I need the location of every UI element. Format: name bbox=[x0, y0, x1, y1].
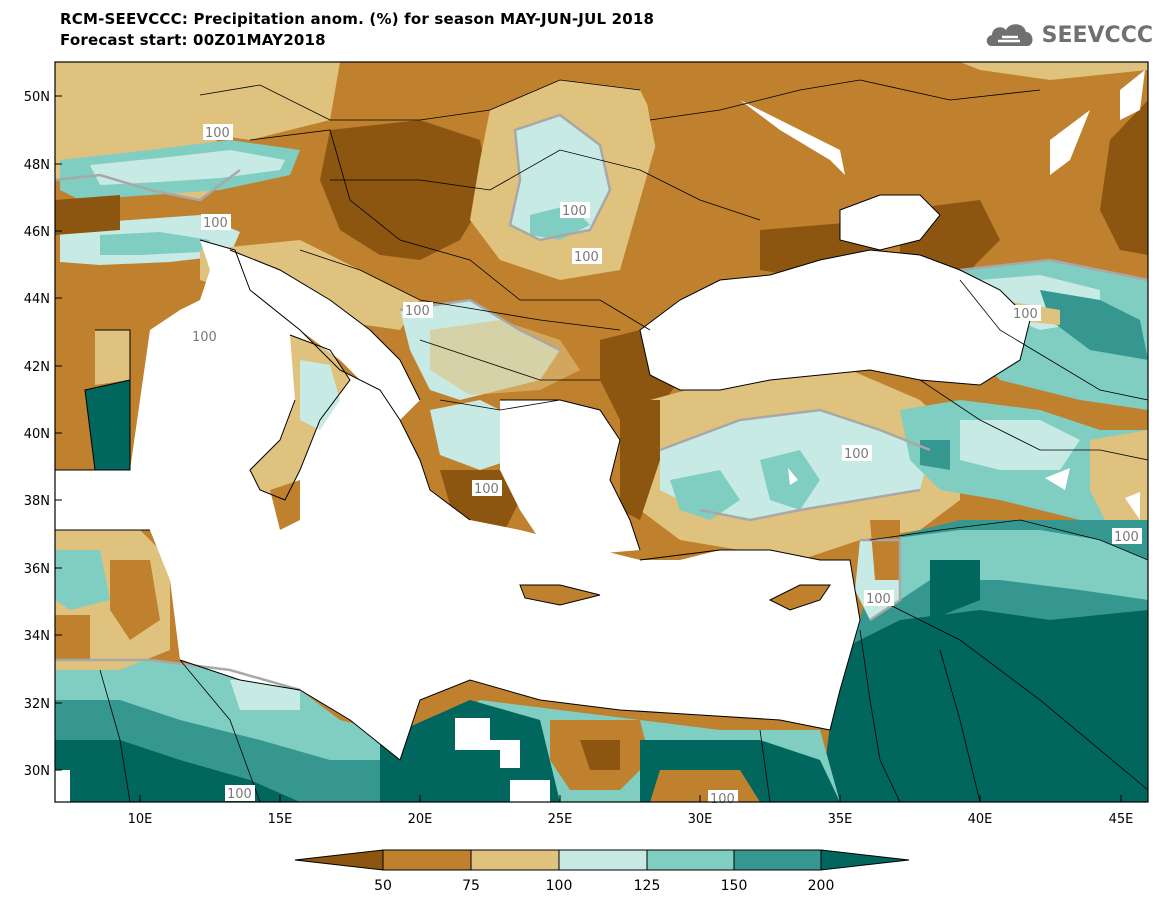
lon-tick-label: 30E bbox=[688, 812, 713, 827]
legend-label: 50 bbox=[374, 878, 392, 894]
legend-swatch bbox=[733, 849, 822, 871]
map-frame bbox=[54, 61, 1149, 803]
lat-tick-label: 34N bbox=[24, 629, 50, 644]
lon-axis bbox=[139, 795, 1122, 802]
contour-label: 100 bbox=[192, 330, 217, 345]
legend-swatch bbox=[382, 849, 472, 871]
lat-tick-label: 32N bbox=[24, 697, 50, 712]
lat-tick-label: 46N bbox=[24, 225, 50, 240]
forecast-start: Forecast start: 00Z01MAY2018 bbox=[60, 31, 326, 49]
contour-label: 100 bbox=[844, 447, 869, 462]
lon-tick-label: 20E bbox=[408, 812, 433, 827]
legend-label: 150 bbox=[721, 878, 748, 894]
seevccc-logo: SEEVCCC bbox=[984, 20, 1153, 50]
contour-label: 100 bbox=[1013, 307, 1038, 322]
lat-tick-label: 42N bbox=[24, 360, 50, 375]
contour-label: 100 bbox=[1114, 530, 1139, 545]
lon-tick-label: 15E bbox=[268, 812, 293, 827]
legend-label: 200 bbox=[808, 878, 835, 894]
legend-swatch bbox=[294, 849, 384, 871]
coastlines bbox=[55, 194, 1031, 761]
contour-label: 100 bbox=[866, 592, 891, 607]
contour-label: 100 bbox=[574, 250, 599, 265]
lon-tick-label: 35E bbox=[828, 812, 853, 827]
lon-tick-label: 25E bbox=[548, 812, 573, 827]
lat-tick-label: 30N bbox=[24, 764, 50, 779]
lat-tick-label: 48N bbox=[24, 158, 50, 173]
country-borders bbox=[99, 79, 1148, 802]
color-legend: 50 75 100 125 150 200 bbox=[294, 849, 910, 894]
lat-axis bbox=[55, 95, 62, 771]
lat-tick-label: 50N bbox=[24, 90, 50, 105]
lat-tick-labels: 50N 48N 46N 44N 42N 40N 38N 36N 34N 32N … bbox=[24, 90, 50, 779]
cloud-icon bbox=[986, 24, 1033, 46]
legend-label: 100 bbox=[546, 878, 573, 894]
map-field bbox=[55, 62, 1148, 802]
map-title: RCM-SEEVCCC: Precipitation anom. (%) for… bbox=[60, 10, 655, 28]
lon-tick-label: 40E bbox=[968, 812, 993, 827]
contour-label: 100 bbox=[227, 787, 252, 802]
lat-tick-label: 40N bbox=[24, 427, 50, 442]
logo-text: SEEVCCC bbox=[1041, 22, 1153, 48]
lon-tick-label: 45E bbox=[1109, 812, 1134, 827]
lon-tick-labels: 10E 15E 20E 25E 30E 35E 40E 45E bbox=[128, 812, 1134, 827]
lat-tick-label: 38N bbox=[24, 494, 50, 509]
legend-label: 125 bbox=[634, 878, 661, 894]
contour-100-lines bbox=[55, 113, 1148, 692]
legend-label: 75 bbox=[462, 878, 480, 894]
legend-swatch bbox=[470, 849, 560, 871]
lon-tick-label: 10E bbox=[128, 812, 153, 827]
contour-label: 100 bbox=[405, 304, 430, 319]
lat-tick-label: 36N bbox=[24, 562, 50, 577]
lat-tick-label: 44N bbox=[24, 292, 50, 307]
contour-label: 100 bbox=[474, 482, 499, 497]
contour-label: 100 bbox=[203, 216, 228, 231]
contour-label: 100 bbox=[562, 204, 587, 219]
legend-swatch bbox=[558, 849, 648, 871]
legend-swatch bbox=[646, 849, 735, 871]
contour-label: 100 bbox=[710, 792, 735, 807]
contour-label: 100 bbox=[205, 126, 230, 141]
legend-swatch bbox=[820, 849, 910, 871]
contour-labels: 100 100 100 100 100 100 100 100 100 100 … bbox=[190, 124, 1142, 807]
